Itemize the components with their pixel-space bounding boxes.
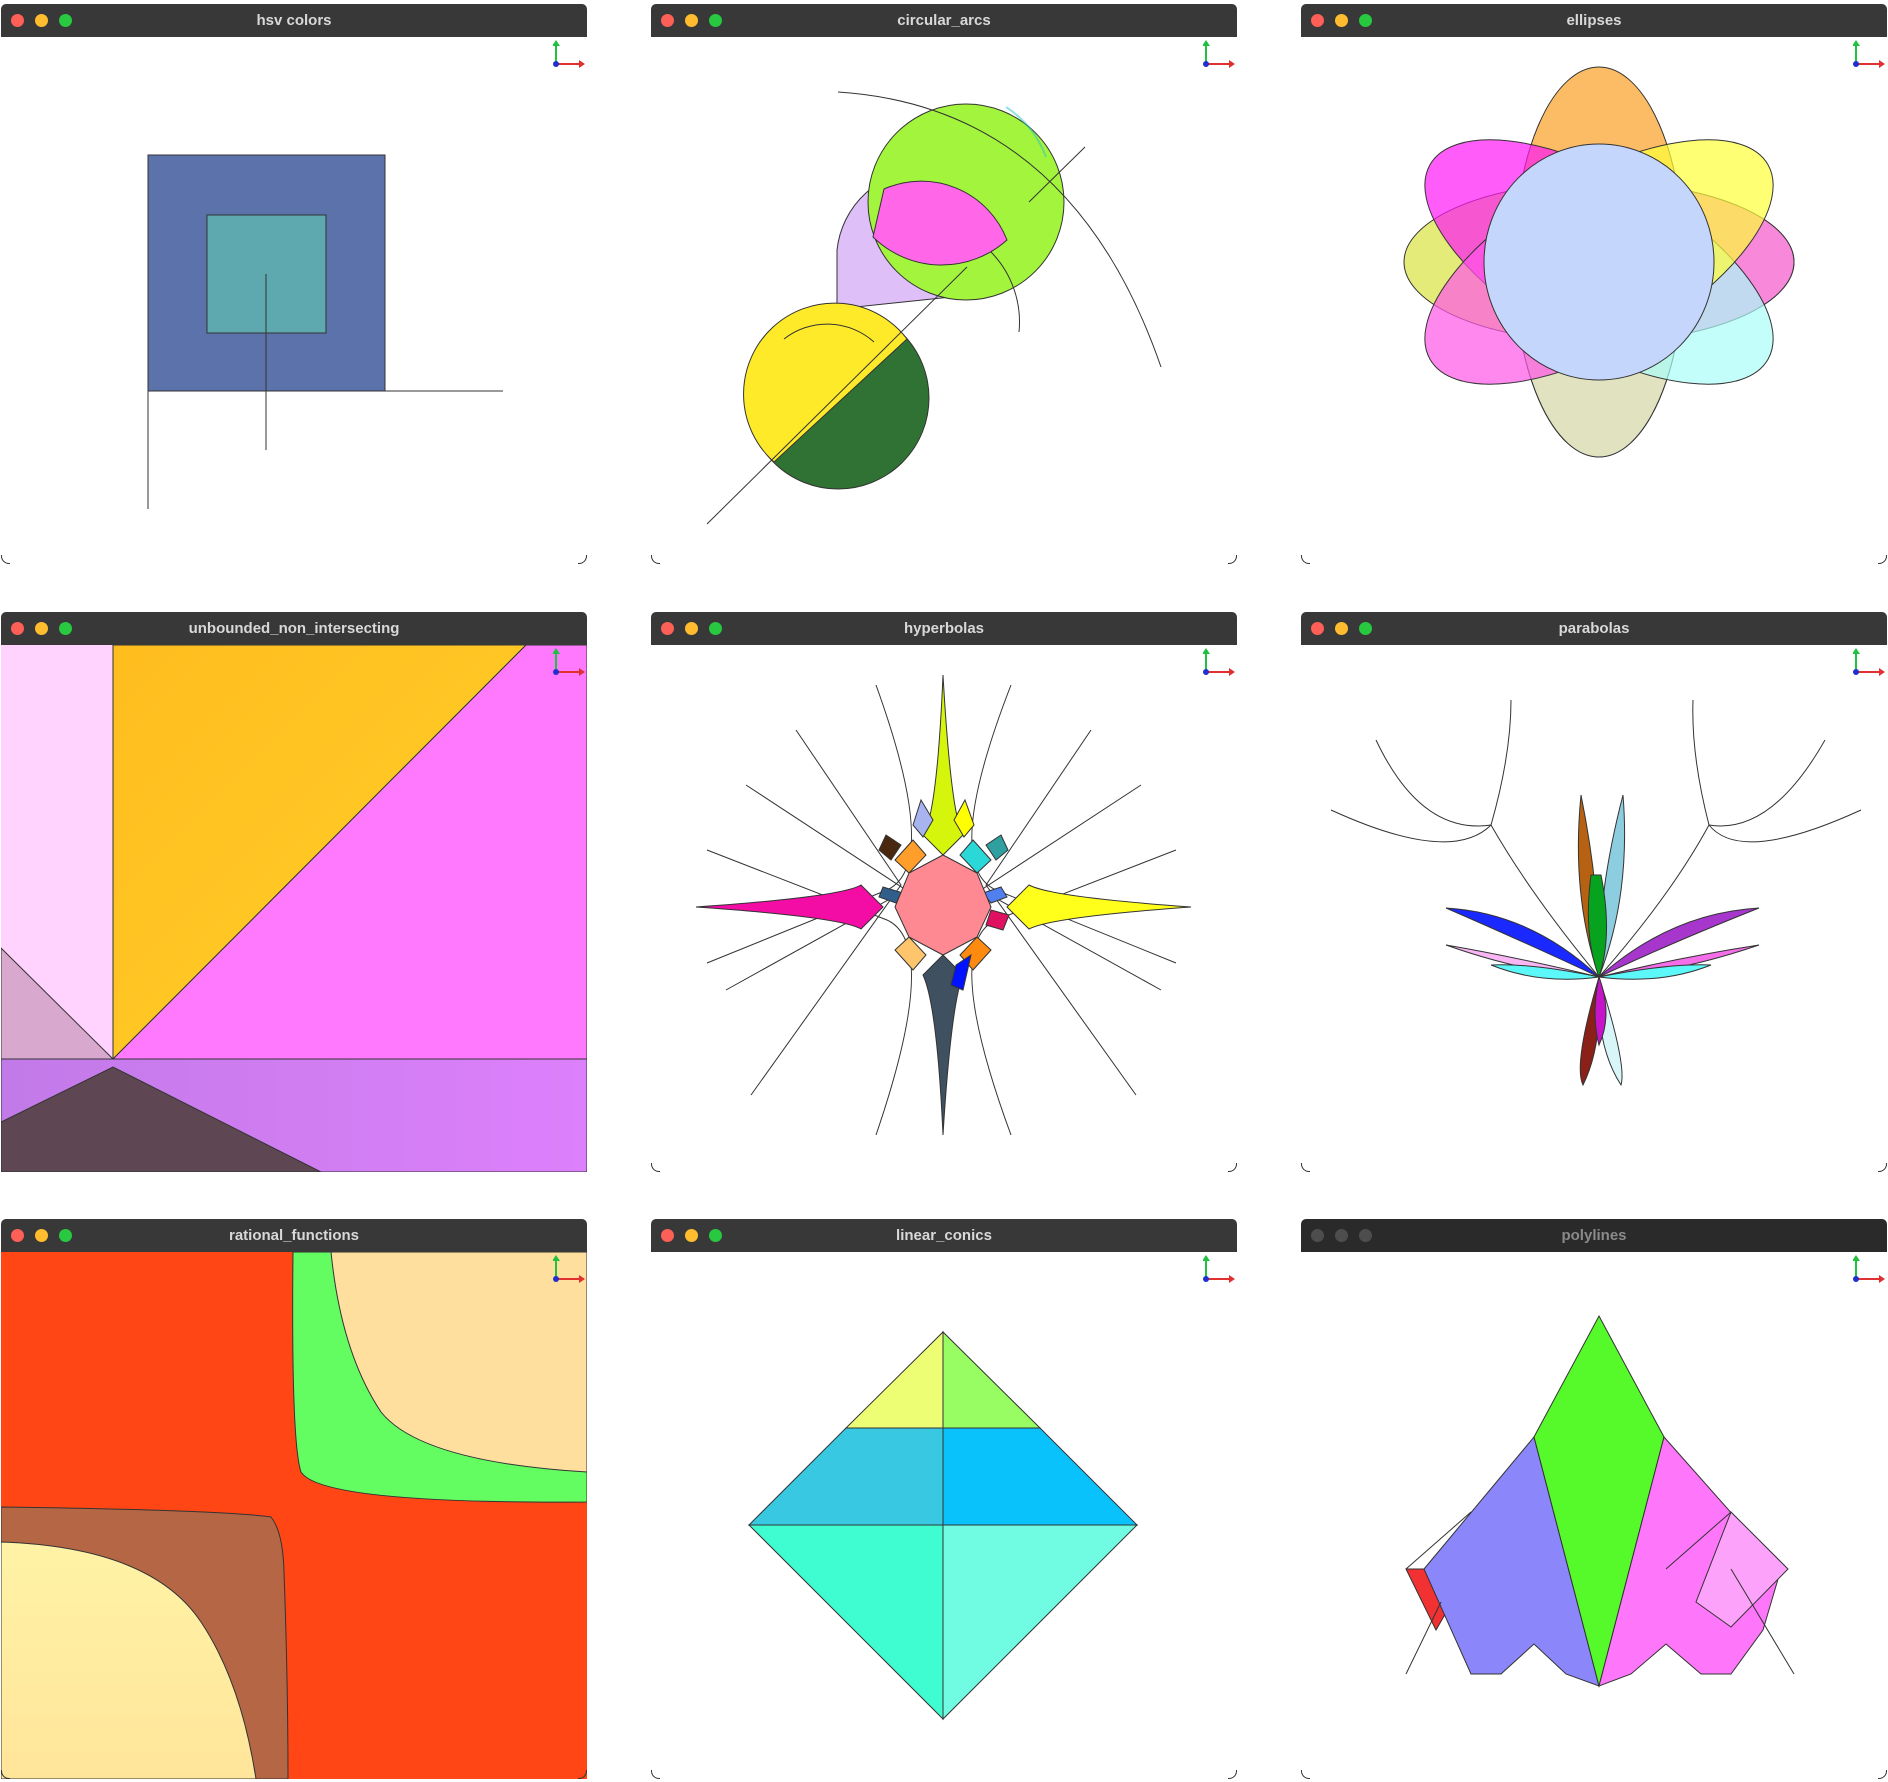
maximize-icon[interactable] (709, 622, 722, 635)
drawing-canvas[interactable] (1301, 645, 1887, 1172)
close-icon[interactable] (661, 14, 674, 27)
titlebar[interactable]: hyperbolas (651, 612, 1237, 645)
window-corner (651, 1163, 660, 1172)
minimize-icon[interactable] (1335, 14, 1348, 27)
minimize-icon[interactable] (1335, 622, 1348, 635)
drawing-canvas[interactable] (651, 1252, 1237, 1779)
axes-gizmo-icon (1853, 1255, 1885, 1283)
close-icon[interactable] (11, 1229, 24, 1242)
minimize-icon[interactable] (685, 1229, 698, 1242)
axes-gizmo-icon (1203, 40, 1235, 68)
window-title: unbounded_non_intersecting (188, 620, 400, 637)
close-icon[interactable] (11, 14, 24, 27)
window-hsv-colors: hsv colors (1, 4, 587, 564)
maximize-icon[interactable] (1359, 1229, 1372, 1242)
parabolas-drawing (1330, 699, 1862, 1087)
window-title: circular_arcs (897, 12, 991, 29)
window-title: parabolas (1558, 620, 1630, 637)
window-title: rational_functions (228, 1227, 359, 1244)
window-polylines: polylines (1301, 1219, 1887, 1779)
close-icon[interactable] (1311, 1229, 1324, 1242)
titlebar[interactable]: ellipses (1301, 4, 1887, 37)
drawing-canvas[interactable] (651, 37, 1237, 564)
axes-gizmo-icon (1203, 648, 1235, 676)
titlebar[interactable]: polylines (1301, 1219, 1887, 1252)
drawing-canvas[interactable] (1, 1252, 587, 1779)
window-rational-functions: rational_functions (1, 1219, 587, 1779)
window-title: linear_conics (896, 1227, 992, 1244)
window-corner (1301, 1770, 1310, 1779)
rational-functions-drawing (1, 1252, 587, 1779)
axes-gizmo-icon (553, 40, 585, 68)
maximize-icon[interactable] (709, 1229, 722, 1242)
minimize-icon[interactable] (35, 622, 48, 635)
maximize-icon[interactable] (709, 14, 722, 27)
hyperbolas-drawing (695, 674, 1192, 1136)
close-icon[interactable] (1311, 622, 1324, 635)
linear-conics-drawing (747, 1330, 1139, 1721)
axes-gizmo-icon (1853, 648, 1885, 676)
minimize-icon[interactable] (1335, 1229, 1348, 1242)
drawing-canvas[interactable] (1, 37, 587, 564)
axes-gizmo-icon (1203, 1255, 1235, 1283)
ellipses-drawing (1403, 66, 1795, 458)
titlebar[interactable]: rational_functions (1, 1219, 587, 1252)
window-corner (651, 555, 660, 564)
minimize-icon[interactable] (685, 14, 698, 27)
window-linear-conics: linear_conics (651, 1219, 1237, 1779)
close-icon[interactable] (661, 1229, 674, 1242)
titlebar[interactable]: hsv colors (1, 4, 587, 37)
window-corner (651, 1770, 660, 1779)
minimize-icon[interactable] (35, 14, 48, 27)
polylines-drawing (1405, 1314, 1795, 1688)
minimize-icon[interactable] (685, 622, 698, 635)
window-title: hsv colors (256, 12, 332, 29)
axes-gizmo-icon (553, 1255, 585, 1283)
axes-gizmo-icon (1853, 40, 1885, 68)
drawing-canvas[interactable] (1301, 1252, 1887, 1779)
drawing-canvas[interactable] (1, 645, 587, 1172)
window-corner (1, 1770, 10, 1779)
maximize-icon[interactable] (1359, 622, 1372, 635)
window-corner (1, 555, 10, 564)
maximize-icon[interactable] (1359, 14, 1372, 27)
window-parabolas: parabolas (1301, 612, 1887, 1172)
titlebar[interactable]: circular_arcs (651, 4, 1237, 37)
window-corner (1301, 1163, 1310, 1172)
titlebar[interactable]: unbounded_non_intersecting (1, 612, 587, 645)
window-ellipses: ellipses (1301, 4, 1887, 564)
close-icon[interactable] (11, 622, 24, 635)
window-unbounded-non-intersecting: unbounded_non_intersecting (1, 612, 587, 1172)
titlebar[interactable]: linear_conics (651, 1219, 1237, 1252)
drawing-canvas[interactable] (1301, 37, 1887, 564)
titlebar[interactable]: parabolas (1301, 612, 1887, 645)
maximize-icon[interactable] (59, 1229, 72, 1242)
window-circular-arcs: circular_arcs (651, 4, 1237, 564)
close-icon[interactable] (661, 622, 674, 635)
axes-gizmo-icon (553, 648, 585, 676)
window-title: hyperbolas (903, 620, 985, 637)
maximize-icon[interactable] (59, 14, 72, 27)
close-icon[interactable] (1311, 14, 1324, 27)
window-corner (1301, 555, 1310, 564)
window-title: ellipses (1566, 12, 1622, 29)
minimize-icon[interactable] (35, 1229, 48, 1242)
window-title: polylines (1561, 1227, 1627, 1244)
window-hyperbolas: hyperbolas (651, 612, 1237, 1172)
hsv-drawing (147, 154, 503, 509)
circular-arcs-drawing (706, 91, 1162, 525)
unbounded-drawing (1, 645, 587, 1172)
drawing-canvas[interactable] (651, 645, 1237, 1172)
maximize-icon[interactable] (59, 622, 72, 635)
